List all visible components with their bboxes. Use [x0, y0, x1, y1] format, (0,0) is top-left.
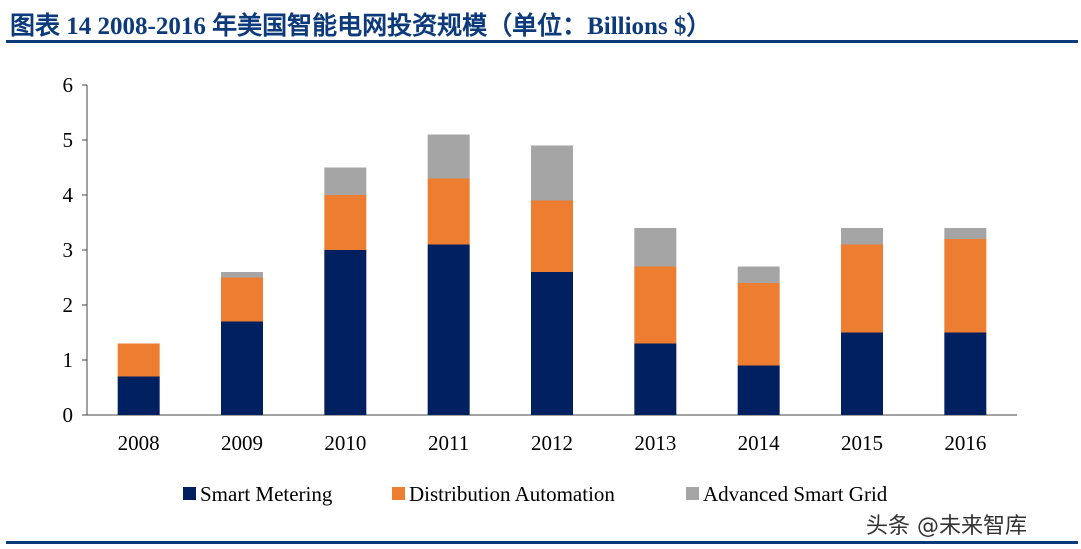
- legend-swatch: [686, 487, 699, 500]
- x-tick-label: 2010: [324, 431, 366, 455]
- bar-segment: [737, 365, 780, 415]
- x-tick-label: 2011: [428, 431, 469, 455]
- y-tick-label: 4: [63, 183, 74, 207]
- legend-label: Smart Metering: [200, 482, 333, 506]
- bar-segment: [117, 376, 160, 415]
- y-tick-label: 0: [63, 403, 74, 427]
- bar-segment: [324, 167, 367, 195]
- title-rule: [6, 40, 1078, 43]
- bar-segment: [531, 272, 573, 415]
- figure-title: 图表 14 2008-2016 年美国智能电网投资规模（单位：Billions …: [10, 13, 712, 40]
- x-tick-label: 2016: [944, 431, 986, 455]
- bar-segment: [221, 321, 263, 415]
- x-tick-label: 2013: [634, 431, 676, 455]
- bar-segment: [427, 244, 470, 415]
- bar-segment: [944, 332, 987, 415]
- legend-label: Distribution Automation: [409, 482, 615, 506]
- bar-segment: [841, 332, 883, 415]
- x-tick-label: 2009: [221, 431, 263, 455]
- y-tick-label: 1: [63, 348, 74, 372]
- bar-segment: [634, 343, 677, 415]
- bar-segment: [221, 277, 263, 322]
- x-tick-label: 2012: [531, 431, 573, 455]
- y-tick-label: 6: [63, 73, 74, 97]
- bar-segment: [944, 228, 987, 239]
- bar-segment: [634, 228, 677, 267]
- bar-segment: [737, 283, 780, 366]
- bar-segment: [531, 145, 573, 201]
- bar-segment: [944, 239, 987, 333]
- watermark: 头条 @未来智库: [866, 514, 1027, 539]
- bar-segment: [841, 244, 883, 333]
- legend-swatch: [392, 487, 405, 500]
- bar-segment: [634, 266, 677, 344]
- bar-segment: [427, 178, 470, 245]
- bar-segment: [531, 200, 573, 272]
- bar-segment: [324, 250, 367, 415]
- bar-segment: [737, 266, 780, 283]
- y-tick-label: 2: [63, 293, 74, 317]
- x-tick-label: 2015: [841, 431, 883, 455]
- legend-swatch: [183, 487, 196, 500]
- legend-label: Advanced Smart Grid: [703, 482, 888, 506]
- y-tick-label: 5: [63, 128, 74, 152]
- bar-segment: [841, 228, 883, 245]
- x-tick-label: 2008: [118, 431, 160, 455]
- bar-segment: [427, 134, 470, 179]
- bottom-rule: [6, 541, 1078, 544]
- bar-segment: [117, 343, 160, 377]
- bar-segment: [324, 195, 367, 250]
- y-tick-label: 3: [63, 238, 74, 262]
- bar-segment: [221, 272, 263, 278]
- x-tick-label: 2014: [738, 431, 781, 455]
